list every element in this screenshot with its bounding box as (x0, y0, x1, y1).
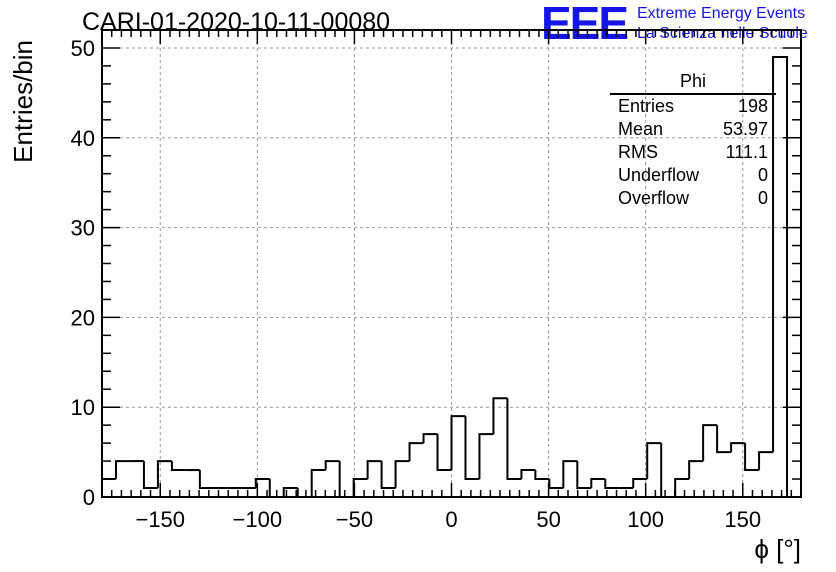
stats-row-overflow: Overflow 0 (610, 187, 776, 210)
histogram-bin (198, 470, 214, 490)
stats-value: 0 (757, 165, 768, 185)
histogram-bin (310, 469, 326, 497)
x-tick-label: 0 (445, 507, 457, 532)
histogram-bin (338, 461, 354, 498)
histogram-bin (170, 461, 186, 472)
stats-value: 0 (757, 188, 768, 208)
histogram-bin (534, 470, 550, 481)
histogram-bin (744, 443, 760, 472)
y-tick-label: 20 (71, 305, 95, 330)
histogram-bin (422, 433, 438, 444)
histogram-bin (688, 460, 704, 480)
histogram-bin (394, 460, 410, 489)
histogram-bin (436, 434, 452, 472)
x-tick-label: −150 (135, 507, 185, 532)
histogram-bin (576, 461, 592, 490)
histogram-bin (548, 479, 564, 490)
stats-label: Entries (618, 96, 675, 116)
histogram-bin (674, 478, 690, 497)
stats-row-underflow: Underflow 0 (610, 164, 776, 187)
stats-value: 198 (737, 96, 768, 116)
histogram-bin (254, 478, 270, 489)
histogram-bin (604, 479, 620, 490)
histogram-bin (758, 451, 774, 471)
stats-label: Mean (618, 119, 664, 139)
histogram-bin (142, 461, 158, 490)
histogram-bin (646, 442, 662, 480)
histogram-bin (464, 416, 480, 481)
histogram-bin (296, 488, 312, 498)
histogram-bin (324, 460, 340, 471)
y-axis-title: Entries/bin (8, 40, 38, 163)
histogram-bin (478, 433, 494, 480)
histogram-bin (716, 425, 732, 454)
eee-logo: EEE (541, 0, 629, 49)
x-tick-label: 150 (724, 507, 761, 532)
stats-label: Underflow (618, 165, 700, 185)
stats-label: RMS (618, 142, 658, 162)
histogram-bin (702, 424, 718, 462)
stats-row-rms: RMS 111.1 (610, 141, 776, 164)
y-tick-label: 0 (83, 485, 95, 510)
stats-label: Overflow (618, 188, 690, 208)
x-tick-label: 100 (627, 507, 664, 532)
histogram-bin (408, 442, 424, 462)
histogram-bin (492, 397, 508, 435)
histogram-bin (506, 398, 522, 481)
histogram-bin (380, 461, 396, 490)
histogram-bin (450, 415, 466, 471)
histogram-bin (352, 478, 368, 497)
histogram-bin (772, 55, 789, 497)
y-tick-label: 30 (71, 216, 95, 241)
y-tick-label: 10 (71, 395, 95, 420)
histogram-bin (590, 478, 606, 489)
stats-box: Phi Entries 198 Mean 53.97 RMS 111.1 Und… (610, 70, 776, 210)
histogram-bin (520, 469, 536, 480)
histogram-bin (101, 478, 116, 497)
stats-row-entries: Entries 198 (610, 95, 776, 118)
histogram-bin (562, 460, 578, 489)
histogram-bin (730, 442, 746, 453)
x-tick-label: −50 (336, 507, 373, 532)
stats-title: Phi (610, 70, 776, 95)
x-tick-label: −100 (233, 507, 283, 532)
histogram-bin (660, 443, 676, 498)
histogram-bin (114, 460, 130, 480)
histogram-bin (366, 460, 382, 480)
x-tick-label: 50 (536, 507, 560, 532)
stats-row-mean: Mean 53.97 (610, 118, 776, 141)
plot-frame (101, 29, 802, 498)
histogram-bin (156, 460, 172, 489)
histogram-bin (282, 487, 298, 497)
y-tick-label: 50 (71, 36, 95, 61)
chart-title: CARI-01-2020-10-11-00080 (82, 8, 391, 36)
x-axis-title: ϕ [°] (754, 534, 801, 564)
logo-line-1: Extreme Energy Events (637, 5, 806, 22)
stats-value: 111.1 (725, 142, 768, 162)
histogram-bin (632, 478, 648, 489)
stats-value: 53.97 (722, 119, 768, 139)
y-tick-label: 40 (71, 126, 95, 151)
